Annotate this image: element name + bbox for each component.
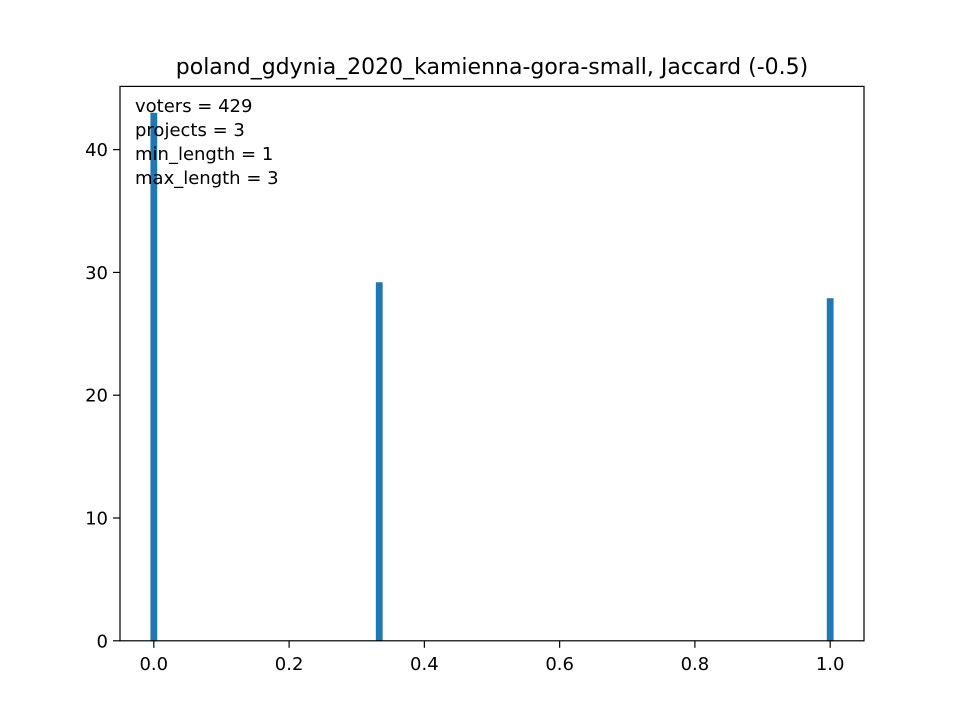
bar-2 xyxy=(826,298,834,641)
y-axis: 0 10 20 30 40 xyxy=(85,140,120,652)
x-tick-label: 0.4 xyxy=(410,654,439,675)
voters-count-label: voters = 429 xyxy=(135,96,252,117)
y-tick-label: 10 xyxy=(85,509,108,530)
y-tick-label: 20 xyxy=(85,386,108,407)
x-tick-label: 1.0 xyxy=(816,654,845,675)
y-tick-label: 40 xyxy=(85,140,108,161)
x-axis: 0.0 0.2 0.4 0.6 0.8 1.0 xyxy=(139,640,845,675)
x-tick-label: 0.0 xyxy=(139,654,168,675)
chart-title: poland_gdynia_2020_kamienna-gora-small, … xyxy=(176,55,808,80)
stats-annotation: voters = 429 projects = 3 min_length = 1… xyxy=(135,96,279,189)
y-tick-label: 30 xyxy=(85,263,108,284)
bars-layer xyxy=(150,112,834,641)
x-tick-label: 0.6 xyxy=(545,654,574,675)
y-tick-label: 0 xyxy=(97,631,108,652)
x-tick-label: 0.2 xyxy=(275,654,304,675)
min-length-label: min_length = 1 xyxy=(135,144,273,165)
max-length-label: max_length = 3 xyxy=(135,168,279,189)
plot-frame xyxy=(119,85,865,642)
x-tick-label: 0.8 xyxy=(681,654,710,675)
bar-1 xyxy=(375,282,383,641)
projects-count-label: projects = 3 xyxy=(135,120,245,141)
bar-0 xyxy=(150,112,158,641)
